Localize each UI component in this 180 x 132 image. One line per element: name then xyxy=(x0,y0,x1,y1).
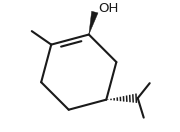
Polygon shape xyxy=(89,11,98,35)
Text: OH: OH xyxy=(99,2,119,15)
